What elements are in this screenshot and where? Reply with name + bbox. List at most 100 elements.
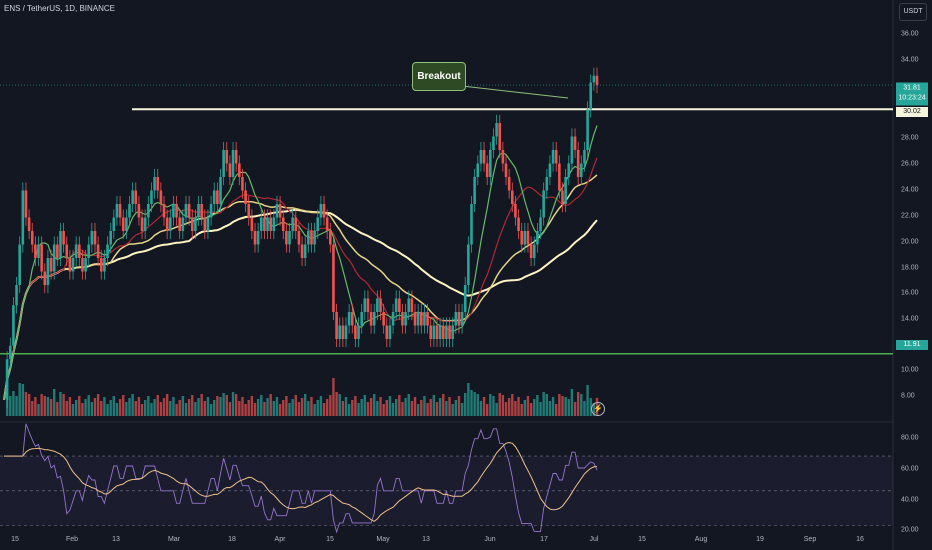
candle-body [529, 244, 533, 258]
volume-bar [184, 403, 188, 416]
volume-bar [404, 398, 407, 416]
volume-bar [401, 402, 404, 416]
candle-body [413, 312, 417, 326]
volume-bar [31, 401, 34, 416]
candle-body [272, 217, 276, 231]
candle-body [592, 75, 596, 83]
candle-body [172, 204, 175, 218]
candle-body [501, 150, 505, 164]
volume-bar [382, 404, 385, 416]
candle-body [510, 190, 514, 204]
candle-body [416, 312, 420, 326]
candle-body [419, 312, 423, 326]
volume-bar [40, 394, 43, 416]
time-axis-label: Jun [484, 536, 496, 543]
candle-body [570, 136, 574, 164]
currency-button[interactable]: USDT [899, 3, 927, 21]
volume-bar [165, 394, 169, 416]
candle-body [382, 312, 385, 326]
candle-body [143, 217, 147, 231]
candle-body [470, 204, 473, 245]
rsi-line [4, 423, 598, 534]
candle-body [8, 345, 12, 360]
volume-bar [526, 396, 530, 416]
volume-bar [580, 394, 583, 416]
candle-body [291, 217, 294, 231]
time-axis-label: 15 [11, 536, 19, 543]
volume-bar [329, 395, 332, 416]
candle-body [401, 312, 404, 326]
time-axis-label: 18 [228, 536, 236, 543]
volume-bar [476, 394, 479, 416]
volume-bar [523, 400, 527, 416]
volume-bar [583, 401, 586, 416]
candle-body [150, 190, 153, 204]
volume-bar [545, 394, 548, 416]
candle-body [21, 190, 25, 245]
volume-bar [347, 404, 351, 416]
candle-body [5, 359, 9, 400]
price-axis-label: 34.00 [901, 56, 919, 64]
volume-bar [106, 404, 109, 416]
volume-bar [71, 404, 75, 416]
candle-body [278, 204, 282, 218]
candle-body [285, 231, 288, 245]
rsi-axis-label: 80.00 [901, 434, 919, 442]
volume-bar [567, 399, 570, 416]
symbol-title[interactable]: ENS / TetherUS, 1D, BINANCE [4, 4, 115, 13]
volume-bar [169, 401, 172, 416]
candle-body [241, 177, 244, 191]
volume-bar [134, 401, 137, 416]
lightning-icon[interactable]: ⚡ [591, 402, 605, 416]
volume-bar [162, 398, 166, 416]
candle-body [438, 325, 442, 339]
volume-bar [341, 401, 345, 416]
volume-bar [520, 404, 523, 416]
candle-body [263, 217, 266, 231]
volume-bar [225, 395, 228, 416]
price-axis-label: 10.00 [901, 366, 919, 374]
volume-bar [272, 401, 276, 416]
candle-body [303, 244, 307, 258]
candle-body [256, 231, 260, 245]
volume-bar [360, 399, 363, 416]
volume-bar [241, 397, 244, 416]
candle-body [197, 204, 200, 218]
time-axis-label: Apr [274, 536, 286, 543]
candle-body [225, 150, 229, 164]
candle-body [56, 244, 59, 258]
candle-body [551, 150, 555, 164]
candle-body [125, 217, 128, 231]
candle-body [140, 217, 144, 231]
volume-bar [413, 397, 417, 416]
candle-body [81, 258, 84, 272]
volume-bar [555, 404, 558, 416]
candle-body [316, 217, 320, 231]
volume-bar [260, 395, 263, 416]
candle-body [212, 190, 216, 204]
volume-bar [140, 404, 144, 416]
volume-bar [539, 402, 542, 416]
candle-body [49, 258, 53, 272]
candle-body [495, 123, 498, 137]
volume-bar [307, 401, 310, 416]
volume-bar [300, 398, 304, 416]
time-axis-label: Aug [694, 536, 708, 543]
candle-body [366, 298, 370, 312]
volume-bar [354, 396, 357, 416]
candle-body [369, 312, 373, 326]
volume-bar [385, 400, 388, 416]
breakout-callout[interactable]: Breakout [412, 62, 466, 91]
candle-body [30, 231, 34, 245]
time-axis-label: Feb [65, 536, 79, 543]
volume-bar [479, 401, 483, 416]
volume-bar [187, 399, 191, 416]
volume-bar [438, 398, 442, 416]
volume-bar [514, 401, 517, 416]
volume-bar [536, 395, 539, 416]
volume-bar [420, 400, 423, 416]
time-axis-label: 13 [422, 536, 430, 543]
candle-body [498, 123, 502, 150]
candle-body [253, 231, 257, 245]
